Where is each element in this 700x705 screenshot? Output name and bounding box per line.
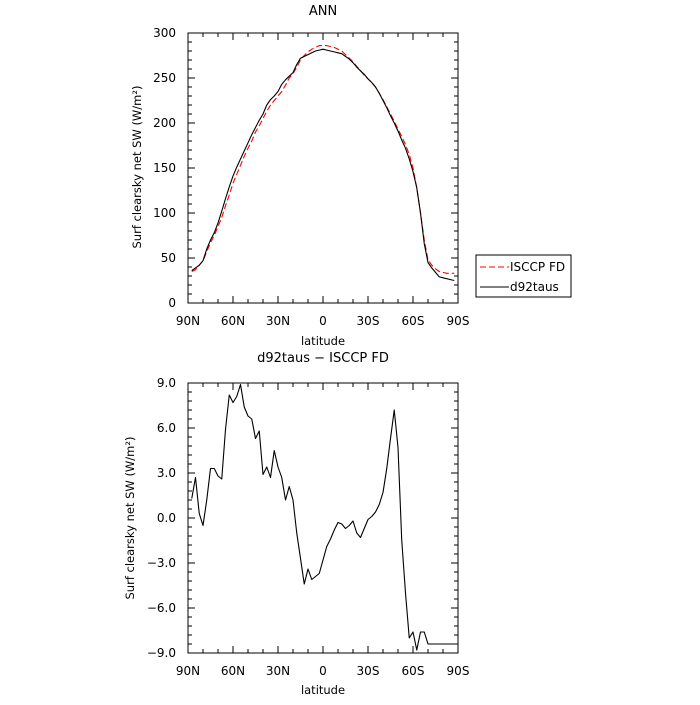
- panel1-title: ANN: [309, 4, 337, 19]
- y-tick-label: 6.0: [157, 421, 176, 435]
- panel1-frame: [187, 32, 459, 304]
- series-line-difference: [191, 383, 455, 651]
- x-tick-label: 30S: [357, 314, 380, 328]
- panel1-plot-area: 90N 60N 30N 0 30S 60S 90S 0 50 100 150 200 250 300: [153, 26, 469, 328]
- y-tick-label: 200: [153, 116, 176, 130]
- panel1-xlabel: latitude: [301, 334, 345, 348]
- y-tick-label: 9.0: [157, 376, 176, 390]
- x-tick-label: 0: [319, 664, 327, 678]
- x-tick-label: 0: [319, 314, 327, 328]
- x-tick-label: 30N: [266, 664, 290, 678]
- x-tick-label: 60S: [402, 314, 425, 328]
- series-line-d92taus: [191, 48, 455, 282]
- panel2-plot-area: 90N 60N 30N 0 30S 60S 90S −9.0 −6.0 −3.0 0.0 3.0 6.0…: [147, 376, 470, 678]
- panel1-ylabel: Surf clearsky net SW (W/m²): [130, 86, 144, 249]
- y-tick-label: −9.0: [147, 646, 176, 660]
- y-tick-label: 150: [153, 161, 176, 175]
- x-tick-label: 60S: [402, 664, 425, 678]
- panel2-frame: [187, 382, 459, 654]
- x-tick-label: 90S: [447, 314, 470, 328]
- panel-annual-mean: ANN 90N 60N 30N 0 30S 60S 90S 0 50 100 150 200 250 30…: [130, 4, 572, 348]
- y-tick-label: −6.0: [147, 601, 176, 615]
- x-tick-label: 60N: [221, 664, 245, 678]
- panel2-xlabel: latitude: [301, 683, 345, 697]
- y-tick-label: 0.0: [157, 511, 176, 525]
- y-tick-label: 50: [161, 251, 176, 265]
- x-tick-label: 30S: [357, 664, 380, 678]
- panel1-legend: ISCCP FD d92taus: [475, 254, 572, 298]
- y-tick-label: 3.0: [157, 466, 176, 480]
- x-tick-label: 90N: [176, 664, 200, 678]
- legend-label-isccp: ISCCP FD: [510, 260, 565, 274]
- panel2-ylabel: Surf clearsky net SW (W/m²): [123, 437, 137, 600]
- y-tick-label: 250: [153, 71, 176, 85]
- legend-box: [475, 254, 572, 298]
- panel2-title: d92taus − ISCCP FD: [257, 351, 389, 366]
- series-line-isccp-fd: [191, 45, 455, 274]
- y-tick-label: 300: [153, 26, 176, 40]
- x-tick-label: 60N: [221, 314, 245, 328]
- x-tick-label: 30N: [266, 314, 290, 328]
- y-tick-label: −3.0: [147, 556, 176, 570]
- x-tick-label: 90N: [176, 314, 200, 328]
- x-tick-label: 90S: [447, 664, 470, 678]
- legend-label-d92taus: d92taus: [510, 280, 559, 294]
- panel-difference: d92taus − ISCCP FD 90N 60N 30N 0 30S 60S 90S −9…: [123, 351, 469, 697]
- y-tick-label: 0: [168, 296, 176, 310]
- y-tick-label: 100: [153, 206, 176, 220]
